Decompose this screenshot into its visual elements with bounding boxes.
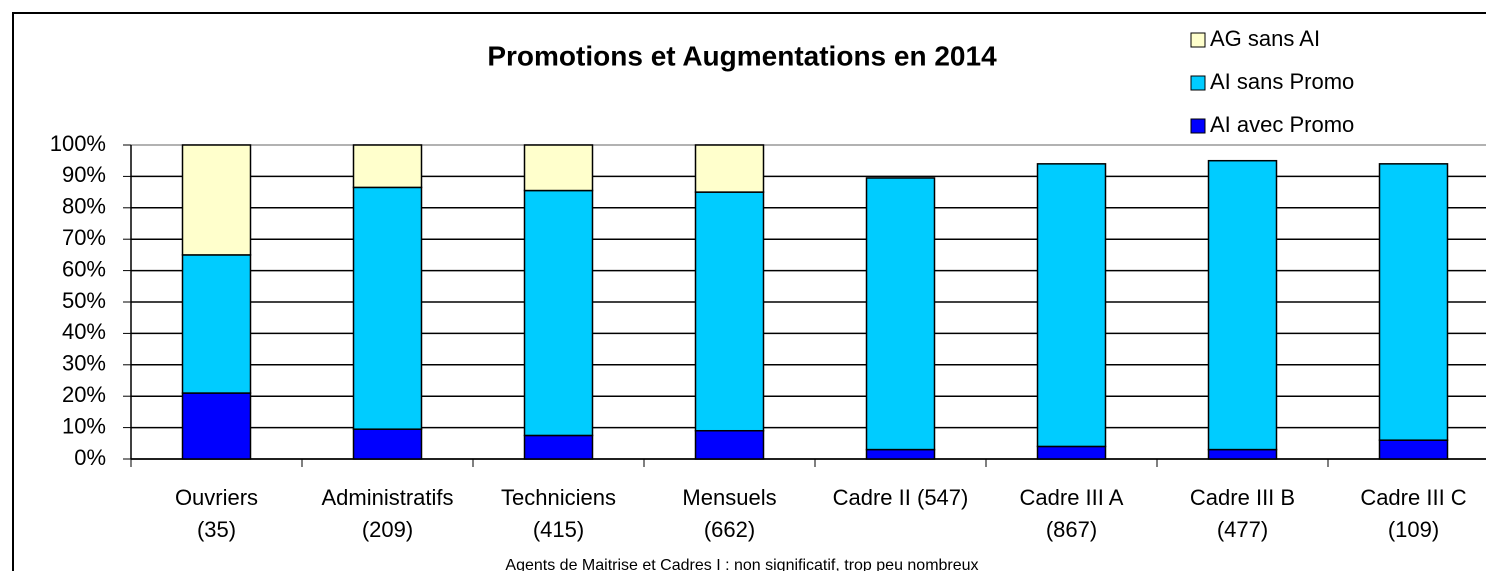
x-tick-label: (415) xyxy=(533,517,584,542)
y-tick-label: 10% xyxy=(62,413,106,438)
x-tick-label: Ouvriers xyxy=(175,485,258,510)
bar-segment xyxy=(1378,163,1449,441)
legend-label: AI sans Promo xyxy=(1210,69,1354,94)
bar-segment xyxy=(694,429,765,460)
x-tick-label: Mensuels xyxy=(682,485,776,510)
bar-segment xyxy=(1036,445,1107,460)
y-tick-label: 80% xyxy=(62,194,106,219)
chart-title: Promotions et Augmentations en 2014 xyxy=(487,40,997,71)
legend-swatch xyxy=(1190,118,1206,134)
x-tick-label: Cadre II (547) xyxy=(833,485,969,510)
x-tick-label: (867) xyxy=(1046,517,1097,542)
x-tick-label: Administratifs xyxy=(321,485,453,510)
bar-segment xyxy=(1378,439,1449,460)
bar-segment xyxy=(1036,163,1107,448)
y-tick-label: 50% xyxy=(62,288,106,313)
legend-label: AG sans AI xyxy=(1210,26,1320,51)
bar-segment xyxy=(694,191,765,432)
legend-swatch xyxy=(1190,75,1206,91)
bar-segment xyxy=(1207,448,1278,460)
bar-segment xyxy=(694,144,765,193)
legend-label: AI avec Promo xyxy=(1210,112,1354,137)
y-tick-label: 60% xyxy=(62,256,106,281)
y-tick-label: 40% xyxy=(62,319,106,344)
y-tick-label: 0% xyxy=(74,445,106,470)
y-tick-label: 20% xyxy=(62,382,106,407)
bar-segment xyxy=(523,434,594,460)
legend-swatch xyxy=(1190,32,1206,48)
bar-segment xyxy=(523,144,594,192)
x-tick-label: (477) xyxy=(1217,517,1268,542)
bar-segment xyxy=(181,144,252,256)
bar-segment xyxy=(523,189,594,437)
bar-segment xyxy=(865,448,936,460)
x-tick-label: Cadre III A xyxy=(1020,485,1124,510)
x-tick-label: Cadre III C xyxy=(1360,485,1466,510)
x-tick-label: (209) xyxy=(362,517,413,542)
bar-segment xyxy=(865,177,936,451)
bar-segment xyxy=(181,392,252,460)
bar-segment xyxy=(1207,159,1278,451)
x-tick-label: (35) xyxy=(197,517,236,542)
bar-segment xyxy=(352,428,423,460)
y-tick-label: 100% xyxy=(50,131,106,156)
bar-segment xyxy=(352,186,423,430)
x-tick-label: Techniciens xyxy=(501,485,616,510)
x-tick-label: (662) xyxy=(704,517,755,542)
x-tick-label: (109) xyxy=(1388,517,1439,542)
y-tick-label: 90% xyxy=(62,162,106,187)
bar-segment xyxy=(352,144,423,189)
annotation: Agents de Maitrise et Cadres I : non sig… xyxy=(505,557,978,571)
y-tick-label: 70% xyxy=(62,225,106,250)
y-tick-label: 30% xyxy=(62,351,106,376)
x-tick-label: Cadre III B xyxy=(1190,485,1295,510)
bar-segment xyxy=(181,254,252,394)
